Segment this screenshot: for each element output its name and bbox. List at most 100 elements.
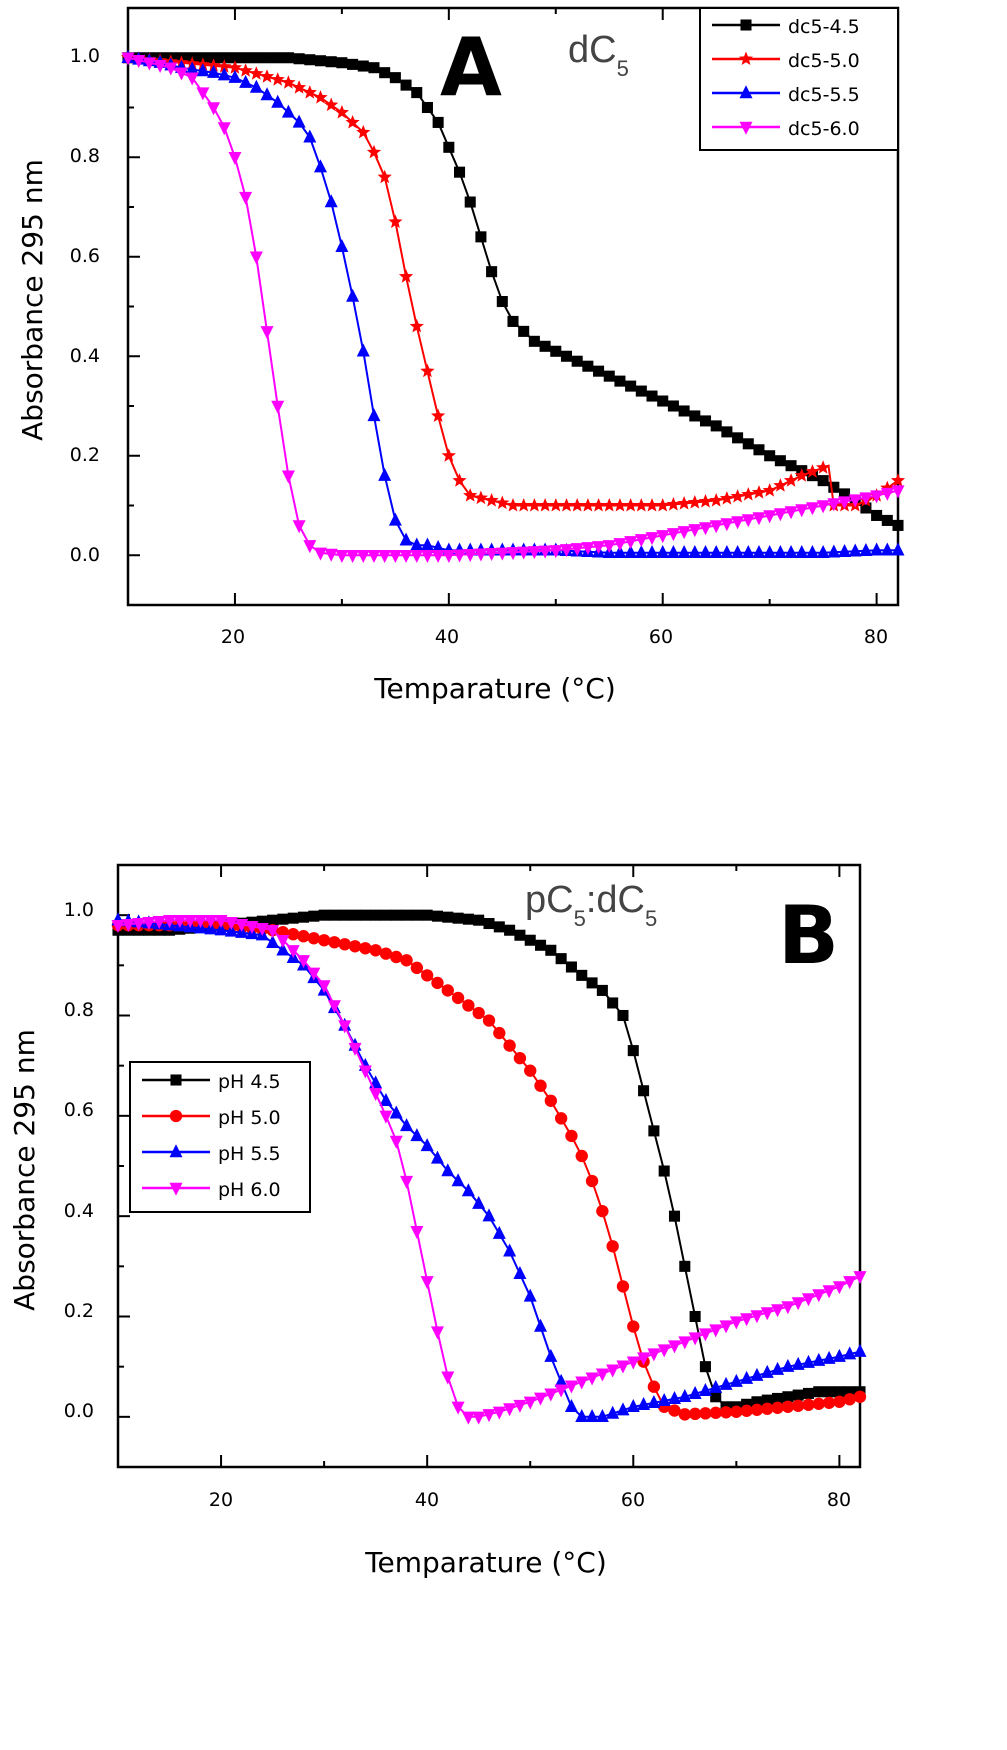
panel-a-data-point [314, 55, 327, 67]
panel-b-data-point [698, 1382, 712, 1396]
panel-a-data-point [505, 498, 521, 512]
panel-a-legend-marker [739, 85, 753, 99]
panel-a-data-point [410, 550, 424, 564]
panel-a-data-point [794, 468, 809, 482]
panel-b-data-point [575, 1409, 589, 1423]
panel-a-legend-label: dc5-4.5 [788, 16, 860, 38]
panel-b-data-point [843, 1393, 856, 1406]
panel-a-data-point [880, 542, 894, 556]
panel-a-data-point [689, 410, 701, 422]
panel-b-data-point [461, 1411, 475, 1425]
panel-b-data-point [750, 1403, 764, 1416]
panel-a-data-point [741, 514, 755, 528]
panel-b-data-point [668, 1404, 681, 1417]
panel-a-data-point [453, 549, 467, 563]
panel-a-data-point [484, 493, 499, 507]
panel-a-data-point [399, 550, 413, 564]
panel-a-data-point [581, 542, 595, 556]
panel-b-data-point [575, 1149, 588, 1163]
panel-b-data-point [431, 910, 443, 922]
panel-a-data-point [272, 52, 284, 64]
panel-a-data-point [302, 85, 317, 99]
panel-b-data-point [390, 909, 402, 921]
panel-b-data-point [719, 1406, 733, 1419]
panel-b-data-point [410, 1226, 424, 1240]
panel-a-data-point [752, 544, 766, 558]
panel-a-ytick-label: 0.4 [70, 345, 100, 367]
panel-a-data-point [347, 58, 359, 70]
panel-b-data-point [586, 977, 598, 989]
panel-b-data-point [493, 921, 505, 933]
panel-b-data-point [709, 1379, 723, 1393]
panel-b-legend-marker [170, 1074, 182, 1086]
panel-a-data-point [559, 498, 574, 512]
panel-a-data-point [795, 504, 809, 518]
panel-b-data-point [813, 1386, 825, 1398]
panel-b-data-point [832, 1348, 846, 1362]
panel-b-xtick-label: 80 [827, 1489, 851, 1511]
panel-b-data-point [544, 1094, 558, 1107]
panel-b-data-point [461, 1183, 475, 1197]
panel-a-data-point [774, 455, 786, 467]
panel-a-data-point [441, 448, 456, 462]
panel-a-data-point [378, 467, 392, 481]
panel-b-legend-marks [142, 1074, 210, 1196]
panel-a-data-point [666, 497, 681, 511]
panel-a-data-point [475, 231, 487, 243]
panel-b-data-point [801, 1293, 815, 1307]
panel-b-data-point [193, 914, 207, 928]
panel-b-data-point [812, 1289, 826, 1303]
panel-b-data-point [266, 925, 280, 939]
panel-a-data-point [249, 79, 263, 93]
panel-a-data-point [720, 518, 734, 532]
panel-b-data-point [823, 1386, 835, 1398]
panel-b-plot-frame [116, 863, 862, 1469]
panel-a-data-point [623, 498, 638, 512]
panel-b-data-point [327, 1000, 341, 1014]
panel-b-data-point [638, 1085, 650, 1097]
panel-b-data-point [616, 1360, 630, 1374]
panel-b-data-point [699, 1361, 711, 1373]
panel-b-data-point [626, 1356, 640, 1370]
panel-a-data-point [795, 544, 809, 558]
panel-b-data-point [214, 922, 228, 936]
panel-b-data-point [791, 1399, 805, 1412]
panel-b-data-point [564, 1380, 578, 1394]
panel-a-data-point [271, 94, 285, 108]
panel-b-data-point [627, 1320, 640, 1333]
panel-a-data-point [603, 370, 615, 382]
panel-b-x-axis-title: Temparature (°C) [364, 1546, 607, 1579]
panel-b-legend-marker [169, 1182, 183, 1196]
panel-a-data-point [880, 480, 895, 495]
panel-a-data-point [582, 360, 594, 372]
panel-b-data-point [400, 1175, 414, 1189]
panel-b-data-point [338, 938, 351, 951]
panel-a-data-point [891, 485, 905, 499]
panel-a-data-point [816, 544, 830, 558]
panel-b-data-point [607, 997, 619, 1009]
panel-a-data-point [325, 56, 337, 68]
panel-a-data-point [580, 498, 595, 512]
panel-b-data-point [761, 1394, 773, 1406]
panel-b-data-point [740, 1370, 754, 1384]
panel-b-data-point [451, 1401, 465, 1415]
panel-a-data-point [132, 55, 146, 69]
panel-a-ytick-label: 0.8 [70, 145, 100, 167]
panel-a-data-point [805, 544, 819, 558]
panel-a-data-point [773, 508, 787, 522]
panel-b-data-point [482, 1014, 496, 1027]
panel-a-inset-label: dC5 [568, 29, 629, 81]
panel-b-data-point [503, 1039, 516, 1052]
panel-b-data-point [606, 1240, 619, 1253]
panel-b-data-point [492, 1406, 506, 1420]
panel-b-data-point [430, 1326, 444, 1340]
panel-a-data-point [121, 52, 135, 66]
panel-a-data-point [314, 547, 327, 561]
panel-a-data-point [527, 498, 542, 512]
panel-a-data-point [613, 544, 627, 558]
panel-b-data-point [853, 1390, 867, 1403]
panel-a-data-point [420, 537, 434, 551]
panel-a-data-point [827, 498, 841, 512]
panel-b-data-point [431, 976, 444, 990]
